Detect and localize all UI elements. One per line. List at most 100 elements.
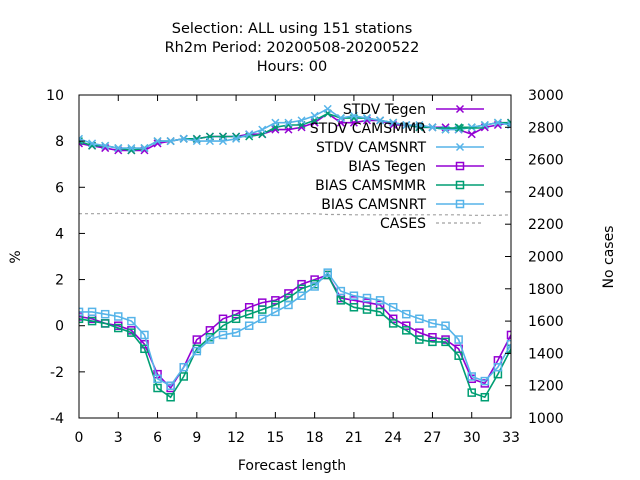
- bias-camsnrt-point: [349, 291, 359, 300]
- bias-camsnrt-point: [140, 330, 149, 340]
- x-tick-label: 30: [463, 430, 481, 446]
- x-tick-label: 12: [227, 430, 245, 446]
- bias-camsnrt-line: [79, 271, 511, 387]
- bias-camsnrt-point: [179, 362, 188, 372]
- bias-camsmmr-point: [79, 314, 84, 324]
- bias-camsmmr-point: [441, 337, 450, 347]
- bias-camsmmr-point: [179, 372, 188, 381]
- axis-ticks: 0 3 6 9 12 15 18 21 24 27 30 33-4-20246810100012001…: [46, 88, 563, 446]
- bias-camsmmr-point: [153, 383, 162, 393]
- y2-tick-label: 1800: [528, 282, 564, 298]
- bias-camsnrt-point: [375, 296, 385, 305]
- y2-tick-label: 2600: [528, 153, 564, 169]
- stdv-camsnrt-point: [205, 137, 214, 146]
- legend-stdv-tegen-point: [455, 104, 465, 114]
- bias-camsnrt-point: [205, 335, 215, 344]
- stdv-camsnrt-point: [493, 118, 502, 127]
- y2-tick-label: 1000: [528, 411, 564, 427]
- stdv-camsnrt-point: [349, 111, 358, 120]
- stdv-tegen-point: [467, 130, 476, 139]
- y2-tick-label: 1600: [528, 314, 564, 330]
- bias-tegen-point: [506, 330, 511, 340]
- bias-camsmmr-point: [375, 307, 385, 317]
- legend-entry-stdv-camsmmr: STDV CAMSMMR: [310, 121, 484, 137]
- bias-camsmmr-point: [467, 388, 476, 397]
- x-tick-label: 27: [424, 430, 442, 446]
- legend-entry-cases: CASES: [380, 216, 484, 232]
- bias-camsnrt-point: [467, 372, 476, 381]
- bias-camsnrt-point: [79, 307, 84, 317]
- bias-camsnrt-point: [493, 362, 503, 372]
- bias-camsmmr-point: [415, 335, 424, 344]
- series-cases: [79, 212, 511, 216]
- legend-label: BIAS Tegen: [348, 159, 426, 175]
- x-axis-title: Forecast length: [238, 458, 346, 474]
- bias-camsmmr-line: [79, 273, 511, 399]
- stdv-camsnrt-point: [310, 111, 319, 120]
- legend-entry-bias-camsnrt: BIAS CAMSNRT: [321, 197, 484, 213]
- bias-camsnrt-point: [415, 314, 424, 324]
- bias-camsnrt-point: [336, 286, 346, 296]
- bias-camsmmr-point: [114, 323, 123, 333]
- bias-camsnrt-point: [127, 316, 136, 326]
- bias-camsnrt-point: [402, 309, 411, 319]
- bias-camsmmr-point: [480, 392, 490, 402]
- stdv-camsnrt-point: [192, 137, 201, 146]
- bias-camsnrt-point: [244, 321, 254, 330]
- bias-camsnrt-point: [310, 282, 319, 291]
- legend-bias-camsmmr-point: [455, 180, 465, 190]
- stdv-camsnrt-point: [179, 134, 188, 143]
- y-tick-label: 0: [55, 319, 64, 335]
- bias-tegen-point: [388, 314, 398, 324]
- bias-camsmmr-point: [100, 319, 110, 328]
- stdv-camsnrt-point: [271, 118, 280, 127]
- y-tick-label: -2: [50, 365, 64, 381]
- bias-camsmmr-point: [428, 337, 437, 347]
- bias-camsnrt-point: [231, 328, 241, 337]
- title-line-3: Hours: 00: [257, 59, 327, 75]
- bias-camsnrt-point: [441, 321, 450, 330]
- bias-camsnrt-point: [454, 335, 463, 344]
- stdv-camsnrt-point: [232, 134, 241, 143]
- x-tick-label: 15: [266, 430, 284, 446]
- bias-camsmmr-point: [218, 321, 228, 330]
- bias-camsmmr-point: [454, 351, 463, 360]
- stdv-camsnrt-point: [245, 130, 254, 139]
- y-tick-label: 8: [55, 134, 64, 150]
- legend-bias-camsnrt-point: [455, 199, 465, 209]
- stdv-camsnrt-point: [415, 120, 424, 130]
- y-tick-label: 6: [55, 180, 64, 196]
- stdv-camsnrt-point: [153, 137, 162, 146]
- legend-label: BIAS CAMSMMR: [315, 178, 426, 194]
- y2-tick-label: 1200: [528, 379, 564, 395]
- stdv-camsnrt-point: [114, 144, 123, 153]
- y-tick-label: 4: [55, 226, 64, 242]
- legend-label: STDV CAMSNRT: [316, 140, 427, 156]
- stdv-camsnrt-point: [389, 118, 398, 127]
- bias-camsnrt-point: [166, 381, 175, 390]
- x-tick-label: 3: [114, 430, 123, 446]
- bias-camsnrt-point: [218, 330, 228, 340]
- bias-tegen-point: [231, 309, 241, 319]
- bias-camsmmr-point: [258, 305, 267, 314]
- bias-camsnrt-point: [506, 339, 511, 349]
- y-tick-label: -4: [50, 411, 64, 427]
- bias-camsnrt-point: [388, 303, 398, 312]
- stdv-camsnrt-point: [140, 144, 149, 153]
- x-tick-label: 33: [502, 430, 520, 446]
- bias-tegen-point: [271, 296, 280, 305]
- legend-entry-stdv-camsnrt: STDV CAMSNRT: [316, 140, 484, 156]
- cases-line: [79, 212, 511, 216]
- stdv-camsnrt-point: [284, 118, 293, 127]
- y2-tick-label: 2200: [528, 217, 564, 233]
- bias-camsmmr-point: [388, 319, 398, 328]
- plot-frame: [78, 94, 512, 419]
- bias-camsmmr-point: [349, 303, 359, 312]
- bias-tegen-point: [428, 333, 437, 342]
- title-line-1: Selection: ALL using 151 stations: [172, 21, 413, 37]
- x-tick-label: 9: [192, 430, 201, 446]
- series-layer: [79, 104, 511, 402]
- bias-camsnrt-point: [192, 346, 202, 356]
- y2-tick-label: 2000: [528, 250, 564, 266]
- x-tick-label: 6: [153, 430, 162, 446]
